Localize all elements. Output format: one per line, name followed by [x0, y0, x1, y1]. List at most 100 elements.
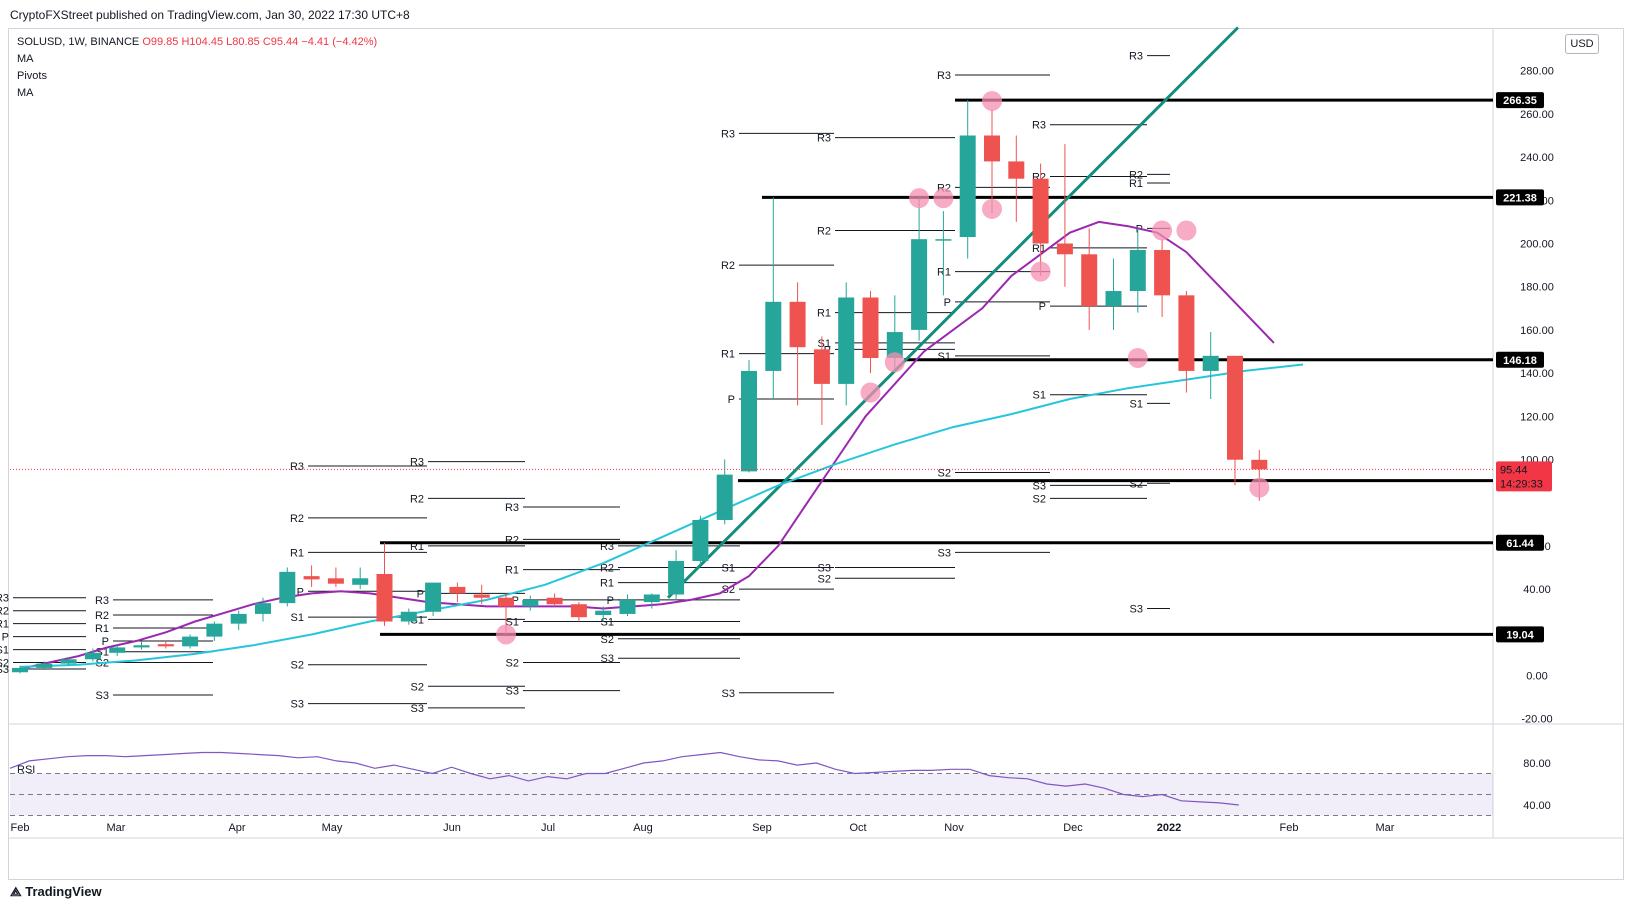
- pivot-level-label: R3: [505, 502, 519, 514]
- candle-body[interactable]: [1154, 249, 1171, 296]
- candle-body[interactable]: [400, 611, 417, 622]
- candle-body[interactable]: [376, 573, 393, 622]
- key-level-value: 266.35: [1503, 95, 1537, 107]
- candle-body[interactable]: [984, 135, 1000, 162]
- candle-body[interactable]: [1056, 243, 1073, 255]
- candle-body[interactable]: [182, 636, 199, 647]
- candle-body[interactable]: [716, 474, 733, 520]
- pivot-level-label: S2: [938, 467, 951, 479]
- candle-body[interactable]: [1227, 355, 1243, 460]
- candle-body[interactable]: [255, 603, 271, 614]
- pivot-level-label: R2: [95, 610, 109, 622]
- candle-body[interactable]: [838, 297, 855, 384]
- candle-body[interactable]: [279, 571, 296, 604]
- rsi-label[interactable]: RSI: [17, 764, 36, 776]
- pivot-level-label: S1: [291, 612, 304, 624]
- candle-body[interactable]: [692, 519, 709, 562]
- pivot-level-label: R2: [600, 563, 614, 575]
- tradingview-logo-icon: ⟁: [10, 884, 26, 899]
- brand-label: TradingView: [25, 884, 102, 899]
- pivot-level-label: S1: [0, 645, 9, 657]
- pivot-level-label: S2: [411, 681, 424, 693]
- highlight-marker: [1152, 220, 1173, 241]
- candle-body[interactable]: [84, 652, 101, 660]
- pivot-level-label: S1: [818, 338, 831, 350]
- price-tick-label: 0.00: [1526, 671, 1547, 683]
- price-tick-label: 280.00: [1520, 66, 1554, 78]
- pivot-level-label: S1: [601, 617, 614, 629]
- candle-body[interactable]: [1178, 295, 1195, 371]
- candle-body[interactable]: [546, 597, 563, 605]
- candle-body[interactable]: [133, 645, 150, 648]
- time-tick-label: Oct: [849, 822, 866, 834]
- candle-body[interactable]: [1251, 459, 1268, 470]
- time-tick-label: Jul: [541, 822, 555, 834]
- candle-body[interactable]: [935, 239, 952, 241]
- candle-body[interactable]: [425, 582, 442, 612]
- pivot-level-label: R1: [937, 267, 951, 279]
- time-tick-label: Aug: [633, 822, 653, 834]
- highlight-marker: [496, 624, 516, 645]
- candle-body[interactable]: [1105, 291, 1122, 307]
- candle-body[interactable]: [157, 644, 174, 647]
- candle-body[interactable]: [862, 297, 879, 358]
- pivot-level-label: R1: [0, 619, 9, 631]
- candle-body[interactable]: [1032, 178, 1049, 244]
- candle-body[interactable]: [206, 623, 223, 637]
- price-tick-label: 40.00: [1523, 584, 1551, 596]
- candle-body[interactable]: [522, 599, 539, 607]
- candle-body[interactable]: [352, 578, 369, 585]
- candle-body[interactable]: [765, 301, 782, 371]
- pivot-level-label: S3: [96, 690, 109, 702]
- candle-body[interactable]: [303, 576, 320, 580]
- candle-body[interactable]: [1202, 355, 1219, 371]
- trend-line: [666, 26, 1240, 599]
- candle-body[interactable]: [595, 610, 612, 616]
- pivot-level-label: P: [417, 588, 424, 600]
- candle-body[interactable]: [911, 239, 928, 330]
- candle-body[interactable]: [570, 604, 587, 618]
- candle-body[interactable]: [230, 613, 247, 624]
- candle-body[interactable]: [813, 349, 830, 384]
- candle-body[interactable]: [741, 370, 757, 472]
- candle-body[interactable]: [789, 301, 806, 348]
- price-tick-label: -20.00: [1521, 714, 1552, 726]
- legend-indicator-ma[interactable]: MA: [17, 53, 34, 65]
- candle-body[interactable]: [959, 135, 976, 238]
- currency-button[interactable]: USD: [1565, 34, 1599, 54]
- candle-body[interactable]: [1081, 254, 1098, 307]
- pivot-level-label: R2: [817, 226, 831, 238]
- price-tick-label: 120.00: [1520, 411, 1554, 423]
- legend-symbol[interactable]: SOLUSD, 1W, BINANCE: [17, 36, 140, 48]
- pivot-level-label: R3: [290, 461, 304, 473]
- pivot-level-label: S2: [601, 634, 614, 646]
- legend-indicator-pivots[interactable]: Pivots: [17, 70, 47, 82]
- candle-body[interactable]: [668, 561, 685, 595]
- pivot-level-label: R3: [937, 70, 951, 82]
- time-tick-label: Mar: [107, 822, 126, 834]
- legend-indicator-ma-2[interactable]: MA: [17, 87, 34, 99]
- pivot-level-label: R1: [600, 578, 614, 590]
- highlight-marker: [1249, 477, 1270, 498]
- pivot-level-label: S2: [818, 573, 831, 585]
- candle-body[interactable]: [12, 667, 28, 673]
- key-level-tag: [1496, 351, 1544, 368]
- candle-body[interactable]: [619, 599, 636, 614]
- candle-body[interactable]: [498, 597, 514, 607]
- key-level-tag: [1496, 92, 1544, 109]
- candle-body[interactable]: [1008, 161, 1025, 179]
- candle-body[interactable]: [449, 586, 466, 594]
- candle-body[interactable]: [643, 594, 660, 603]
- candle-body[interactable]: [36, 663, 53, 668]
- candle-body[interactable]: [886, 332, 903, 358]
- pivot-level-label: R1: [95, 623, 109, 635]
- key-level-tag: [1496, 626, 1544, 643]
- candle-body[interactable]: [60, 659, 77, 664]
- candle-body[interactable]: [327, 578, 344, 584]
- candle-body[interactable]: [109, 647, 126, 653]
- pivot-level-label: S1: [1033, 390, 1046, 402]
- candle-body[interactable]: [473, 594, 490, 598]
- pivot-level-label: R1: [817, 308, 831, 320]
- candle-body[interactable]: [1129, 249, 1146, 292]
